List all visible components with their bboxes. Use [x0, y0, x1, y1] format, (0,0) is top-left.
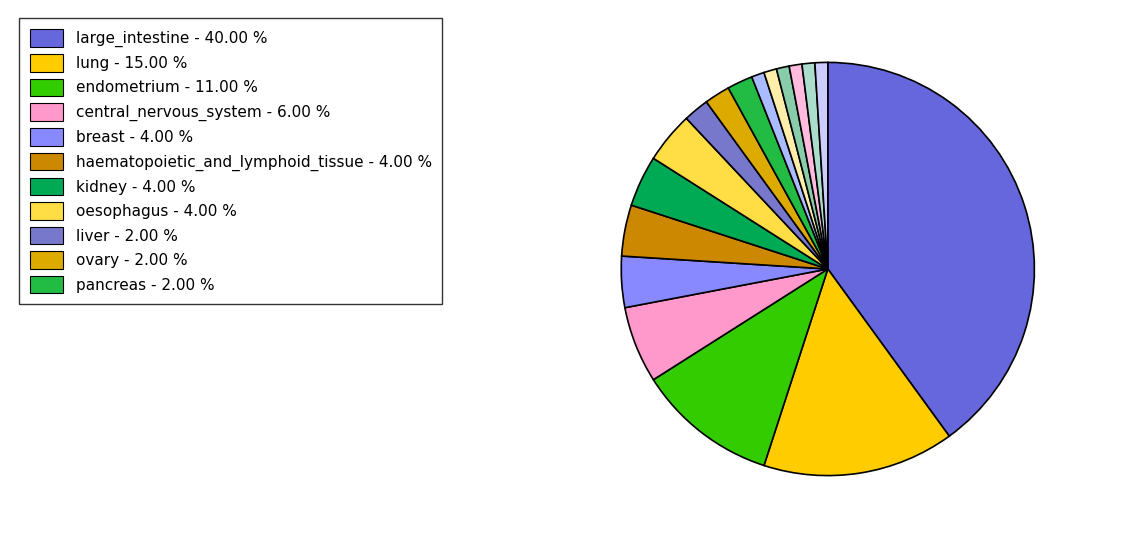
Wedge shape	[632, 158, 828, 269]
Wedge shape	[686, 102, 828, 269]
Wedge shape	[621, 256, 828, 308]
Wedge shape	[653, 118, 828, 269]
Wedge shape	[706, 88, 828, 269]
Legend: large_intestine - 40.00 %, lung - 15.00 %, endometrium - 11.00 %, central_nervou: large_intestine - 40.00 %, lung - 15.00 …	[19, 18, 442, 304]
Wedge shape	[752, 73, 828, 269]
Wedge shape	[828, 62, 1034, 436]
Wedge shape	[625, 269, 828, 380]
Wedge shape	[621, 205, 828, 269]
Wedge shape	[764, 69, 828, 269]
Wedge shape	[777, 66, 828, 269]
Wedge shape	[802, 63, 828, 269]
Wedge shape	[764, 269, 949, 476]
Wedge shape	[653, 269, 828, 465]
Wedge shape	[728, 77, 828, 269]
Wedge shape	[815, 62, 828, 269]
Wedge shape	[789, 64, 828, 269]
